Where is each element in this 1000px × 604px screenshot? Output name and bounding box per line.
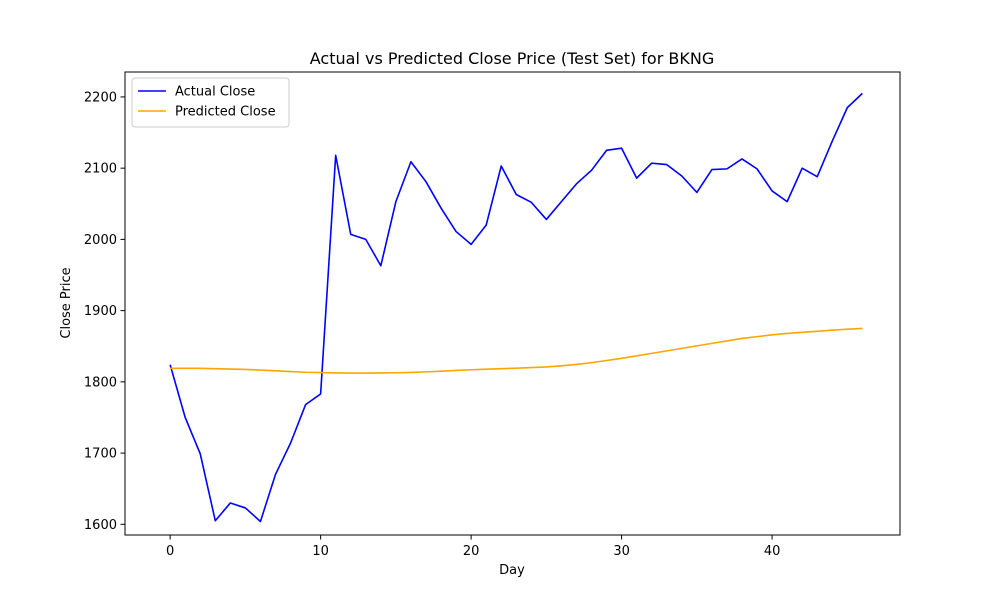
x-tick-label-10: 10 — [312, 544, 329, 559]
plot-frame — [124, 71, 901, 536]
chart-title: Actual vs Predicted Close Price (Test Se… — [310, 49, 714, 68]
x-tick-label-20: 20 — [463, 544, 480, 559]
legend-label-actual-close: Actual Close — [175, 85, 255, 100]
y-tick-label-1700: 1700 — [84, 447, 117, 462]
legend-label-predicted-close: Predicted Close — [175, 105, 276, 120]
y-tick-label-2100: 2100 — [84, 162, 117, 177]
y-tick-label-1600: 1600 — [84, 518, 117, 533]
series-line-actual-close — [169, 92, 863, 523]
x-tick-label-30: 30 — [613, 544, 630, 559]
y-tick-label-2000: 2000 — [84, 233, 117, 248]
y-tick-label-2200: 2200 — [84, 90, 117, 105]
x-tick-label-0: 0 — [166, 544, 174, 559]
plot-area: 0 10 20 30 40 1600 1700 1800 1900 2000 2100 2200 Act… — [84, 71, 901, 559]
y-tick-label-1900: 1900 — [84, 304, 117, 319]
legend-box — [131, 77, 290, 128]
y-axis-label: Close Price — [59, 267, 74, 338]
y-tick-label-1800: 1800 — [84, 375, 117, 390]
series-line-predicted-close — [170, 327, 863, 374]
x-axis-label: Day — [499, 563, 525, 578]
x-tick-label-40: 40 — [764, 544, 781, 559]
